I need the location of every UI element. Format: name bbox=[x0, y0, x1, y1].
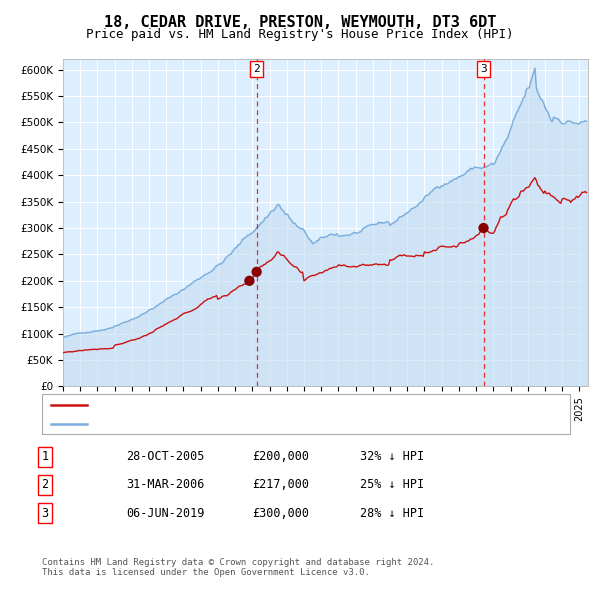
Point bbox=[479, 223, 488, 232]
Text: 28-OCT-2005: 28-OCT-2005 bbox=[126, 450, 205, 463]
Text: 18, CEDAR DRIVE, PRESTON, WEYMOUTH, DT3 6DT (detached house): 18, CEDAR DRIVE, PRESTON, WEYMOUTH, DT3 … bbox=[93, 400, 468, 410]
Text: 32% ↓ HPI: 32% ↓ HPI bbox=[360, 450, 424, 463]
Text: 1: 1 bbox=[41, 450, 49, 463]
Point bbox=[252, 267, 262, 277]
Text: £300,000: £300,000 bbox=[252, 507, 309, 520]
Point bbox=[245, 276, 254, 286]
Text: £200,000: £200,000 bbox=[252, 450, 309, 463]
Text: 25% ↓ HPI: 25% ↓ HPI bbox=[360, 478, 424, 491]
Text: 06-JUN-2019: 06-JUN-2019 bbox=[126, 507, 205, 520]
Text: Contains HM Land Registry data © Crown copyright and database right 2024.
This d: Contains HM Land Registry data © Crown c… bbox=[42, 558, 434, 577]
Text: Price paid vs. HM Land Registry's House Price Index (HPI): Price paid vs. HM Land Registry's House … bbox=[86, 28, 514, 41]
Text: 3: 3 bbox=[41, 507, 49, 520]
Text: 2: 2 bbox=[253, 64, 260, 74]
Text: 31-MAR-2006: 31-MAR-2006 bbox=[126, 478, 205, 491]
Text: 3: 3 bbox=[480, 64, 487, 74]
Text: £217,000: £217,000 bbox=[252, 478, 309, 491]
Text: 18, CEDAR DRIVE, PRESTON, WEYMOUTH, DT3 6DT: 18, CEDAR DRIVE, PRESTON, WEYMOUTH, DT3 … bbox=[104, 15, 496, 30]
Text: HPI: Average price, detached house, Dorset: HPI: Average price, detached house, Dors… bbox=[93, 419, 355, 428]
Text: 28% ↓ HPI: 28% ↓ HPI bbox=[360, 507, 424, 520]
Text: 2: 2 bbox=[41, 478, 49, 491]
